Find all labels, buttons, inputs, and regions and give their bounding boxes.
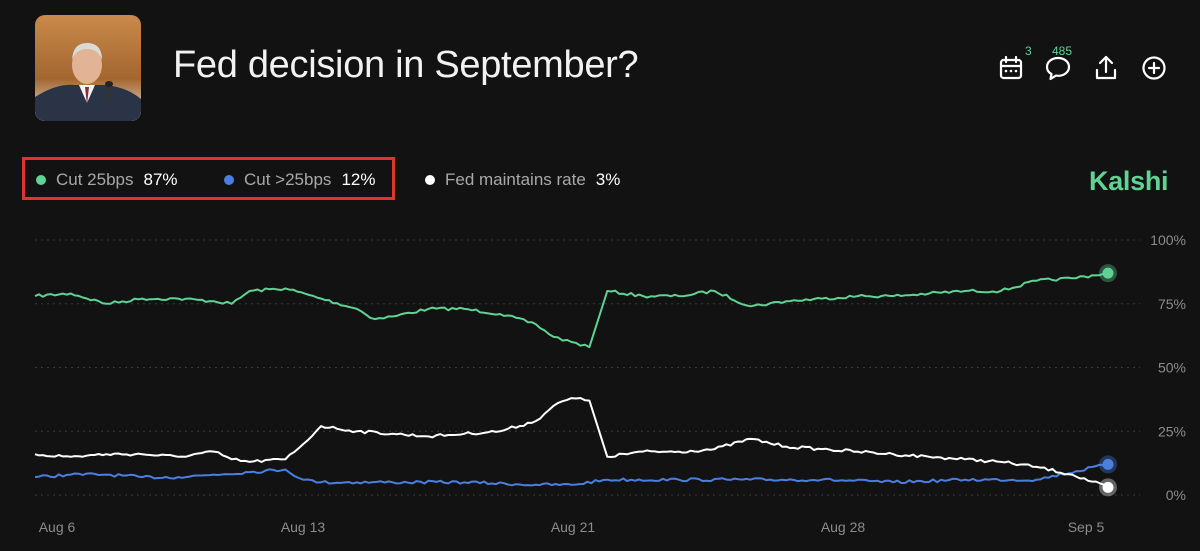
- chart-grid: [35, 239, 1140, 496]
- legend-item-cut-over-25bps[interactable]: Cut >25bps 12%: [224, 170, 375, 190]
- speaker-portrait-image: [35, 15, 141, 121]
- series-line-cut-25bps: [34, 272, 1109, 349]
- end-marker-cut-25bps: [1102, 458, 1114, 470]
- legend-value: 3%: [595, 170, 621, 189]
- chart-series: [34, 272, 1109, 489]
- x-tick-label: Aug 6: [39, 519, 76, 535]
- comment-icon: [1045, 56, 1071, 81]
- x-axis-ticks: Aug 6 Aug 13 Aug 21 Aug 28 Sep 5: [39, 519, 1105, 535]
- share-button[interactable]: [1090, 52, 1122, 84]
- legend-label: Cut 25bps: [56, 170, 134, 189]
- x-tick-label: Sep 5: [1068, 519, 1105, 535]
- x-tick-label: Aug 21: [551, 519, 596, 535]
- highlight-box: [22, 157, 395, 200]
- share-icon: [1095, 55, 1117, 80]
- y-tick-label: 0%: [1166, 487, 1186, 503]
- page-title: Fed decision in September?: [173, 44, 639, 86]
- end-marker-cut-25bps: [1102, 267, 1114, 279]
- y-tick-label: 25%: [1158, 423, 1186, 439]
- legend-value: 12%: [341, 170, 376, 189]
- add-icon: [1142, 56, 1166, 80]
- y-tick-label: 50%: [1158, 360, 1186, 376]
- end-marker-fed-maintains-rate: [1102, 481, 1114, 493]
- legend-value: 87%: [143, 170, 178, 189]
- y-axis-ticks: 100% 75% 50% 25% 0%: [1150, 232, 1186, 503]
- market-thumbnail: [35, 15, 141, 121]
- series-line-fed-maintains-rate: [34, 397, 1109, 489]
- add-button[interactable]: [1138, 52, 1170, 84]
- green-dot-icon: [36, 175, 46, 185]
- brand-logo: Kalshi: [1089, 166, 1169, 196]
- legend-item-cut-25bps[interactable]: Cut 25bps 87%: [36, 170, 178, 190]
- y-tick-label: 75%: [1158, 296, 1186, 312]
- toolbar: 3 485: [990, 44, 1170, 88]
- series-line-cut-25bps: [34, 463, 1109, 487]
- legend-item-fed-maintains[interactable]: Fed maintains rate 3%: [425, 170, 620, 190]
- x-tick-label: Aug 13: [281, 519, 326, 535]
- comments-badge: 485: [1052, 44, 1073, 58]
- x-tick-label: Aug 28: [821, 519, 866, 535]
- calendar-button[interactable]: 3: [995, 44, 1032, 84]
- white-dot-icon: [425, 175, 435, 185]
- y-tick-label: 100%: [1150, 232, 1186, 248]
- series-end-markers: [1099, 264, 1117, 497]
- blue-dot-icon: [224, 175, 234, 185]
- calendar-icon: [999, 55, 1023, 80]
- legend-label: Fed maintains rate: [445, 170, 586, 189]
- comments-button[interactable]: 485: [1042, 44, 1074, 84]
- legend-label: Cut >25bps: [244, 170, 332, 189]
- calendar-badge: 3: [1025, 44, 1032, 58]
